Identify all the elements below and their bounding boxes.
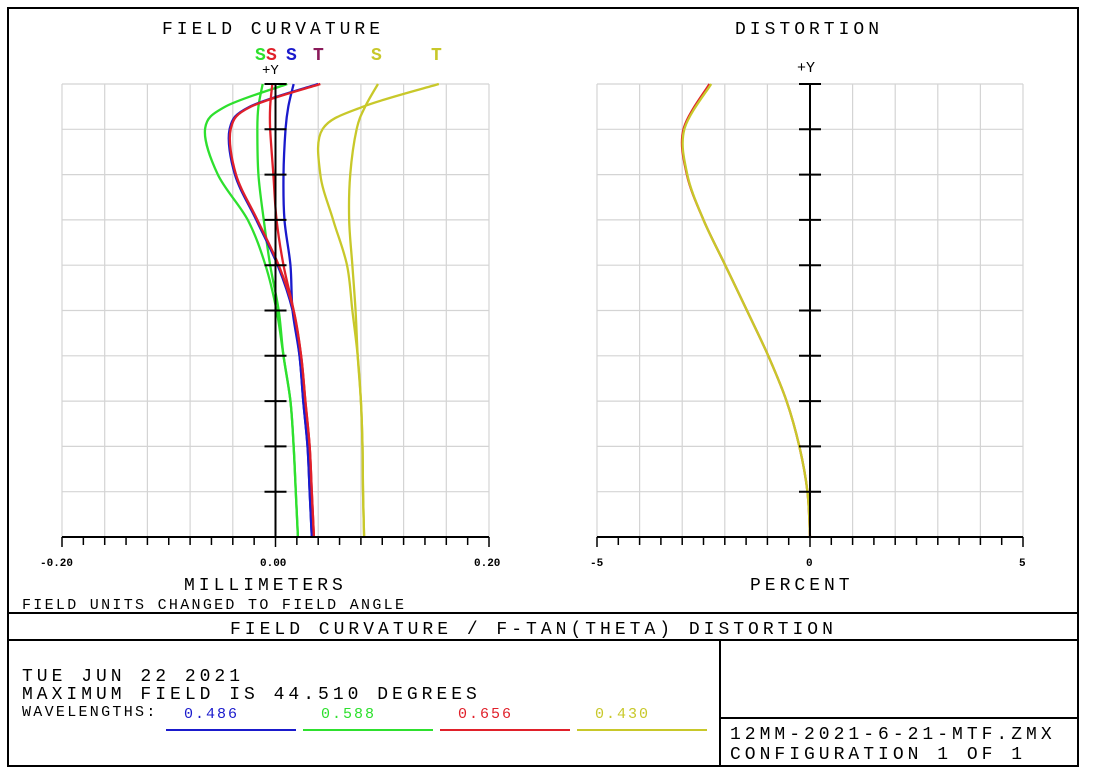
x-tick-label: 5 — [1019, 558, 1026, 570]
y-axis-label: +Y — [262, 63, 279, 79]
wavelength-value: 0.486 — [184, 706, 239, 723]
series-label: S — [266, 46, 277, 66]
wavelength-value: 0.656 — [458, 706, 513, 723]
wavelength-value: 0.430 — [595, 706, 650, 723]
x-tick-label: 0.00 — [260, 558, 286, 570]
chart-title: FIELD CURVATURE — [162, 20, 384, 40]
plot-title: FIELD CURVATURE / F-TAN(THETA) DISTORTIO… — [230, 620, 837, 640]
wavelength-value: 0.588 — [321, 706, 376, 723]
series-label: T — [313, 46, 324, 66]
axes — [61, 83, 490, 547]
distortion-chart: DISTORTION +Y -5 0 5 PERCENT — [590, 20, 1026, 596]
chart-title: DISTORTION — [735, 20, 883, 40]
series-label: S — [371, 46, 382, 66]
curve-0.430-T — [316, 82, 440, 538]
x-axis-label: PERCENT — [750, 576, 854, 596]
file-name: 12MM-2021-6-21-MTF.ZMX — [730, 725, 1056, 745]
max-field-text: MAXIMUM FIELD IS 44.510 DEGREES — [22, 685, 481, 705]
x-tick-label: 0 — [806, 558, 813, 570]
curves — [203, 82, 440, 538]
y-axis-label: +Y — [797, 60, 815, 77]
x-tick-label: 0.20 — [474, 558, 500, 570]
series-label: S — [255, 46, 266, 66]
x-axis-label: MILLIMETERS — [184, 576, 347, 596]
wavelength-legend: 0.486 0.588 0.656 0.430 — [166, 706, 707, 731]
curve-0.656-T — [228, 82, 321, 538]
configuration: CONFIGURATION 1 OF 1 — [730, 745, 1026, 765]
note: FIELD UNITS CHANGED TO FIELD ANGLE — [22, 597, 406, 614]
series-label: T — [431, 46, 442, 66]
x-tick-label: -5 — [590, 558, 604, 570]
curve-0.430 — [681, 83, 812, 538]
date-text: TUE JUN 22 2021 — [22, 667, 244, 687]
axes — [596, 83, 1024, 547]
wavelengths-label: WAVELENGTHS: — [22, 704, 158, 721]
outer-frame — [7, 7, 1079, 767]
curves — [680, 83, 812, 538]
x-tick-label: -0.20 — [40, 558, 73, 570]
series-label: S — [286, 46, 297, 66]
